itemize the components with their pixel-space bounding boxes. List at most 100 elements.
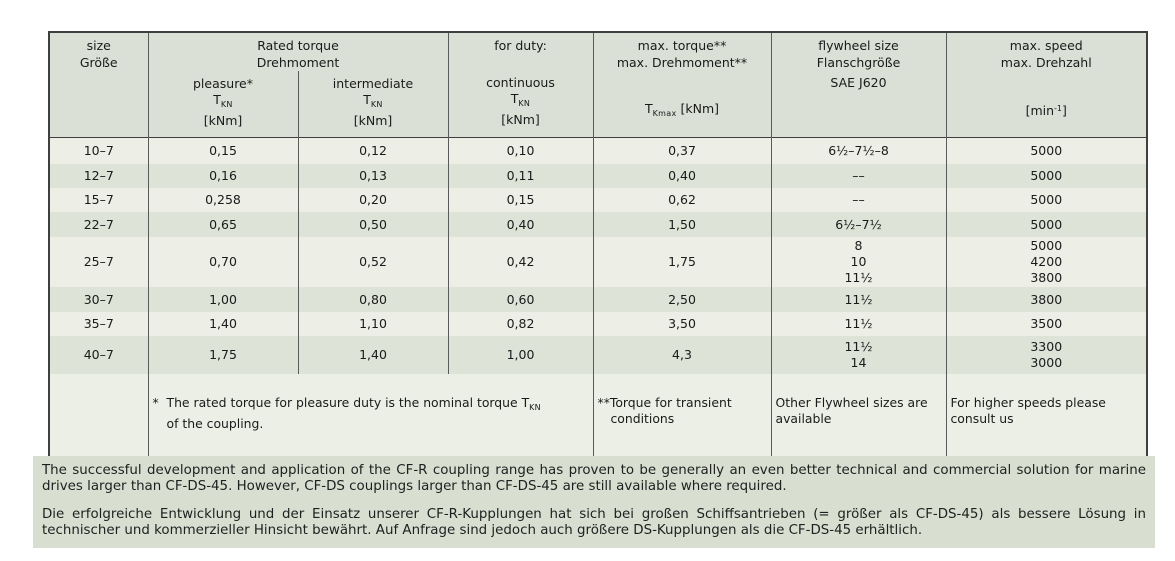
cell-continuous: 0,82 bbox=[447, 312, 593, 336]
table-row: 25–7 0,70 0,52 0,42 1,75 8 10 11½ 5000 4… bbox=[48, 237, 1147, 287]
cell-intermediate: 0,12 bbox=[297, 136, 448, 164]
header-row-top: size Größe Rated torque Drehmoment for d… bbox=[48, 32, 1147, 137]
header-duty-label: for duty: bbox=[494, 38, 547, 53]
header-flywheel: flywheel size Flanschgröße SAE J620 bbox=[770, 32, 946, 137]
table-row: 35–7 1,40 1,10 0,82 3,50 11½ 3500 bbox=[48, 312, 1147, 336]
cell-pleasure: 1,75 bbox=[147, 336, 298, 374]
t-symbol: T bbox=[213, 92, 221, 107]
cell-speed: 3500 bbox=[945, 312, 1147, 336]
cell-intermediate: 0,20 bbox=[297, 188, 448, 212]
table-row: 12–7 0,16 0,13 0,11 0,40 –– 5000 bbox=[48, 164, 1147, 188]
cell-speed: 3800 bbox=[945, 287, 1147, 312]
cell-intermediate: 0,50 bbox=[297, 212, 448, 237]
footnote-flywheel-en: Other Flywheel sizes are available bbox=[775, 395, 928, 426]
header-intermediate-label: intermediate bbox=[332, 76, 414, 91]
cell-size: 15–7 bbox=[48, 188, 148, 212]
cell-pleasure: 0,70 bbox=[147, 237, 298, 287]
torque-symbol-pleasure: TKN bbox=[213, 92, 232, 112]
footnote-rated-en-text: The rated torque for pleasure duty is th… bbox=[167, 395, 588, 432]
cell-intermediate: 1,10 bbox=[297, 312, 448, 336]
header-speed-stack: max. speed max. Drehzahl [min-1] bbox=[947, 33, 1147, 118]
cell-intermediate: 0,80 bbox=[297, 287, 448, 312]
note-paragraph-de: Die erfolgreiche Entwicklung und der Ein… bbox=[42, 507, 1146, 538]
header-max-torque-stack: max. torque** max. Drehmoment** TKmax [kN… bbox=[594, 33, 771, 121]
cell-pleasure: 0,16 bbox=[147, 164, 298, 188]
cell-continuous: 0,42 bbox=[447, 237, 593, 287]
t-symbol: T bbox=[363, 92, 371, 107]
torque-unit-pleasure: [kNm] bbox=[203, 113, 243, 128]
cell-size: 30–7 bbox=[48, 287, 148, 312]
cell-continuous: 0,15 bbox=[447, 188, 593, 212]
cell-max-torque: 4,3 bbox=[592, 336, 771, 374]
torque-unit-intermediate: [kNm] bbox=[353, 113, 393, 128]
table-row: 10–7 0,15 0,12 0,10 0,37 6½–7½–8 5000 bbox=[48, 136, 1147, 164]
cell-flywheel: –– bbox=[770, 188, 946, 212]
cell-continuous: 0,60 bbox=[447, 287, 593, 312]
torque-symbol-intermediate: TKN bbox=[363, 92, 382, 112]
cell-pleasure: 0,258 bbox=[147, 188, 298, 212]
header-max-torque: max. torque** max. Drehmoment** TKmax [kN… bbox=[592, 32, 771, 137]
cell-max-torque: 0,40 bbox=[592, 164, 771, 188]
table-row: 15–7 0,258 0,20 0,15 0,62 –– 5000 bbox=[48, 188, 1147, 212]
cell-flywheel: 6½–7½ bbox=[770, 212, 946, 237]
cell-size: 22–7 bbox=[48, 212, 148, 237]
cell-max-torque: 0,37 bbox=[592, 136, 771, 164]
header-pleasure: pleasure* TKN [kNm] bbox=[147, 71, 298, 137]
header-size: size Größe bbox=[48, 32, 148, 137]
cell-continuous: 0,40 bbox=[447, 212, 593, 237]
cell-max-torque: 0,62 bbox=[592, 188, 771, 212]
coupling-spec-table: size Größe Rated torque Drehmoment for d… bbox=[48, 31, 1148, 525]
cell-pleasure: 1,40 bbox=[147, 312, 298, 336]
cell-pleasure: 1,00 bbox=[147, 287, 298, 312]
cell-size: 12–7 bbox=[48, 164, 148, 188]
cell-flywheel: 8 10 11½ bbox=[770, 237, 946, 287]
cell-size: 10–7 bbox=[48, 136, 148, 164]
cell-flywheel: 11½ bbox=[770, 312, 946, 336]
t-symbol-sub: KN bbox=[370, 100, 383, 109]
table-body: 10–7 0,15 0,12 0,10 0,37 6½–7½–8 5000 12… bbox=[48, 136, 1147, 524]
footnote-text-post: of the coupling. bbox=[166, 416, 264, 431]
header-flywheel-sae: SAE J620 bbox=[830, 75, 887, 90]
table-row: 30–7 1,00 0,80 0,60 2,50 11½ 3800 bbox=[48, 287, 1147, 312]
header-rated-en: Rated torque bbox=[257, 38, 339, 53]
header-continuous-label: continuous bbox=[486, 75, 555, 90]
cell-max-torque: 1,50 bbox=[592, 212, 771, 237]
header-size-de: Größe bbox=[79, 55, 118, 70]
table-header: size Größe Rated torque Drehmoment for d… bbox=[48, 32, 1147, 137]
cell-speed: 5000 4200 3800 bbox=[945, 237, 1147, 287]
cell-continuous: 0,10 bbox=[447, 136, 593, 164]
header-max-torque-de: max. Drehmoment** bbox=[616, 55, 748, 70]
header-rated-de: Drehmoment bbox=[256, 55, 340, 70]
header-intermediate: intermediate TKN [kNm] bbox=[297, 71, 448, 137]
tkmax-t: T bbox=[644, 101, 653, 116]
footnote-text-pre: The rated torque for pleasure duty is th… bbox=[166, 395, 530, 410]
cell-pleasure: 0,15 bbox=[147, 136, 298, 164]
cell-intermediate: 1,40 bbox=[297, 336, 448, 374]
cell-continuous: 0,11 bbox=[447, 164, 593, 188]
header-max-speed: max. speed max. Drehzahl [min-1] bbox=[945, 32, 1147, 137]
cell-flywheel: –– bbox=[770, 164, 946, 188]
header-rated-stack: Rated torque Drehmoment bbox=[149, 33, 448, 71]
header-for-duty: for duty: continuous TKN [kNm] bbox=[447, 32, 593, 137]
t-symbol-sub: KN bbox=[220, 100, 233, 109]
speed-unit-sup: -1 bbox=[1054, 104, 1063, 113]
header-row-sub: pleasure* TKN [kNm] intermediate TKN [kN… bbox=[49, 71, 1147, 137]
cell-continuous: 1,00 bbox=[447, 336, 593, 374]
asterisk: * bbox=[152, 395, 159, 410]
header-pleasure-label: pleasure* bbox=[193, 76, 253, 91]
header-flywheel-en: flywheel size bbox=[818, 38, 899, 53]
header-flywheel-de: Flanschgröße bbox=[816, 55, 901, 70]
speed-unit-post: ] bbox=[1062, 103, 1067, 118]
tkmax-symbol: TKmax bbox=[644, 101, 677, 118]
cell-speed: 3300 3000 bbox=[945, 336, 1147, 374]
table-row: 40–7 1,75 1,40 1,00 4,3 11½ 14 3300 3000 bbox=[48, 336, 1147, 374]
cell-size: 25–7 bbox=[48, 237, 148, 287]
cell-speed: 5000 bbox=[945, 188, 1147, 212]
header-duty-stack: for duty: continuous TKN [kNm] bbox=[449, 33, 593, 128]
cell-speed: 5000 bbox=[945, 212, 1147, 237]
tkmax-sub: Kmax bbox=[652, 109, 677, 118]
note-paragraph-en: The successful development and applicati… bbox=[42, 463, 1146, 494]
cell-max-torque: 2,50 bbox=[592, 287, 771, 312]
footnote-t-sub: KN bbox=[529, 403, 541, 412]
speed-unit: [min-1] bbox=[1026, 101, 1067, 118]
